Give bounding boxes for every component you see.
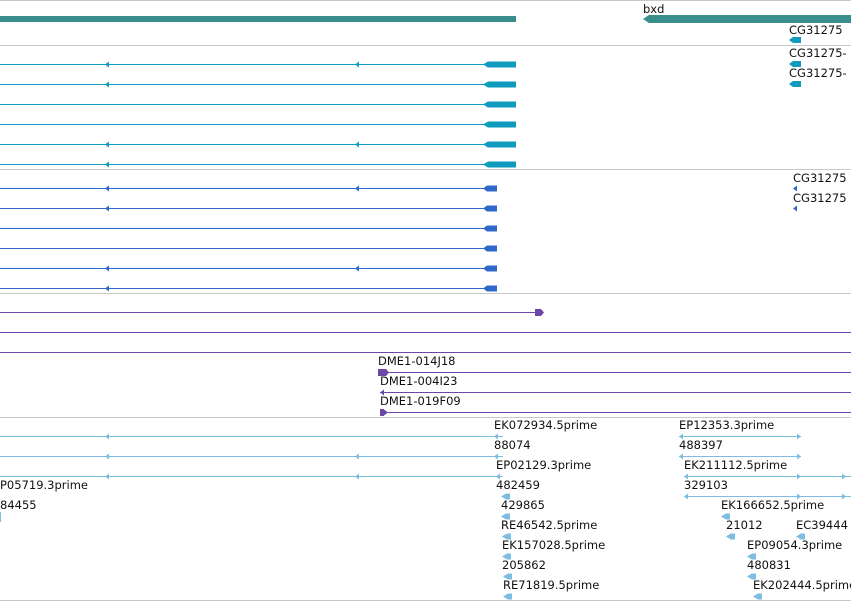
transcript-exon-right[interactable]	[789, 61, 801, 67]
est-end-arrow[interactable]	[797, 433, 801, 440]
est-block[interactable]	[796, 533, 805, 540]
est-end-arrow[interactable]	[684, 493, 688, 500]
transcript-label-2[interactable]: CG31275-	[789, 66, 847, 80]
clone-label-1[interactable]: DME1-014J18	[378, 354, 456, 368]
est-end-arrow[interactable]	[494, 433, 498, 440]
est-label[interactable]: EK072934.5prime	[494, 418, 598, 432]
est-strand-arrow[interactable]	[105, 433, 109, 440]
est-block[interactable]	[721, 513, 730, 520]
est-block-edge[interactable]	[0, 512, 1, 522]
est-label[interactable]: 88074	[494, 438, 531, 452]
protein-block[interactable]	[483, 185, 497, 192]
est-end-arrow[interactable]	[679, 453, 683, 460]
gene-label-bxd[interactable]: bxd	[643, 2, 665, 16]
protein-block[interactable]	[483, 205, 497, 212]
transcript-strand-arrow[interactable]	[105, 141, 109, 148]
est-label[interactable]: 429865	[501, 498, 545, 512]
est-block[interactable]	[747, 573, 756, 580]
est-strand-arrow[interactable]	[105, 473, 109, 480]
protein-block[interactable]	[483, 265, 497, 272]
est-label[interactable]: 482459	[496, 478, 540, 492]
est-label[interactable]: EP09054.3prime	[747, 538, 843, 552]
clone-end-marker[interactable]	[380, 409, 384, 416]
transcript-exon[interactable]	[483, 81, 516, 88]
est-label[interactable]: EK166652.5prime	[721, 498, 825, 512]
clone-end-marker[interactable]	[378, 369, 389, 376]
transcript-exon[interactable]	[483, 141, 516, 148]
est-strand-arrow[interactable]	[355, 473, 359, 480]
est-label[interactable]: 205862	[502, 558, 546, 572]
est-end-arrow[interactable]	[797, 493, 801, 500]
est-end-arrow[interactable]	[797, 453, 801, 460]
est-label[interactable]: EP02129.3prime	[496, 458, 592, 472]
protein-label-2[interactable]: CG31275	[793, 191, 847, 205]
protein-arrow-right[interactable]	[793, 185, 797, 192]
est-block[interactable]	[501, 493, 510, 500]
est-end-arrow[interactable]	[684, 473, 688, 480]
gene-feature-bar[interactable]	[0, 16, 516, 22]
est-end-arrow[interactable]	[797, 473, 801, 480]
protein-strand-arrow[interactable]	[355, 185, 359, 192]
transcript-strand-arrow[interactable]	[355, 141, 359, 148]
est-block[interactable]	[747, 553, 756, 560]
protein-block[interactable]	[483, 225, 497, 232]
est-block[interactable]	[503, 593, 512, 600]
clone-end-marker[interactable]	[535, 309, 544, 316]
est-block[interactable]	[501, 513, 510, 520]
clone-strand-arrow[interactable]	[384, 409, 388, 416]
est-block[interactable]	[753, 593, 762, 600]
est-end-arrow[interactable]	[496, 473, 500, 480]
transcript-exon[interactable]	[483, 101, 516, 108]
est-label[interactable]: 480831	[747, 558, 791, 572]
transcript-exon[interactable]	[483, 61, 516, 68]
est-label[interactable]: 329103	[684, 478, 728, 492]
est-label[interactable]: 84455	[0, 498, 37, 512]
clone-label-3[interactable]: DME1-019F09	[380, 394, 461, 408]
est-block[interactable]	[503, 573, 512, 580]
clone-strand-arrow[interactable]	[380, 389, 384, 396]
transcript-strand-arrow[interactable]	[105, 161, 109, 168]
protein-strand-arrow[interactable]	[105, 185, 109, 192]
est-label[interactable]: RE71819.5prime	[503, 578, 600, 592]
protein-label-1[interactable]: CG31275	[793, 171, 847, 185]
protein-strand-arrow[interactable]	[105, 285, 109, 292]
est-end-arrow[interactable]	[842, 493, 846, 500]
est-end-arrow[interactable]	[679, 433, 683, 440]
est-block[interactable]	[726, 533, 735, 540]
est-block[interactable]	[502, 533, 511, 540]
transcript-exon[interactable]	[483, 121, 516, 128]
gene-feature-bar-bxd[interactable]	[643, 15, 851, 23]
est-label[interactable]: EP12353.3prime	[679, 418, 775, 432]
est-label[interactable]: P05719.3prime	[0, 478, 88, 492]
est-strand-arrow[interactable]	[355, 453, 359, 460]
protein-strand-arrow[interactable]	[355, 265, 359, 272]
est-label[interactable]: EK211112.5prime	[684, 458, 788, 472]
clone-label-2[interactable]: DME1-004I23	[380, 374, 458, 388]
transcript-strand-arrow[interactable]	[105, 81, 109, 88]
est-label[interactable]: 488397	[679, 438, 723, 452]
protein-arrow-right[interactable]	[793, 205, 797, 212]
protein-block[interactable]	[483, 245, 497, 252]
gene-feature-cg31275[interactable]	[789, 37, 801, 43]
transcript-label-1[interactable]: CG31275-	[789, 46, 847, 60]
est-end-arrow[interactable]	[494, 453, 498, 460]
est-label[interactable]: EK202444.5prime	[753, 578, 851, 592]
transcript-strand-arrow[interactable]	[355, 61, 359, 68]
est-label[interactable]: EC39444	[796, 518, 848, 532]
est-label[interactable]: EK157028.5prime	[502, 538, 606, 552]
protein-strand-arrow[interactable]	[105, 205, 109, 212]
gene-label-cg31275[interactable]: CG31275	[789, 23, 843, 37]
transcript-strand-arrow[interactable]	[105, 61, 109, 68]
est-strand-arrow[interactable]	[105, 453, 109, 460]
est-end-arrow[interactable]	[842, 473, 846, 480]
est-label[interactable]: RE46542.5prime	[501, 518, 598, 532]
transcript-exon[interactable]	[483, 161, 516, 168]
transcript-exon-right[interactable]	[789, 81, 801, 87]
protein-block[interactable]	[483, 285, 497, 292]
est-label[interactable]: 21012	[726, 518, 763, 532]
est-block[interactable]	[502, 553, 511, 560]
protein-strand-arrow[interactable]	[105, 265, 109, 272]
